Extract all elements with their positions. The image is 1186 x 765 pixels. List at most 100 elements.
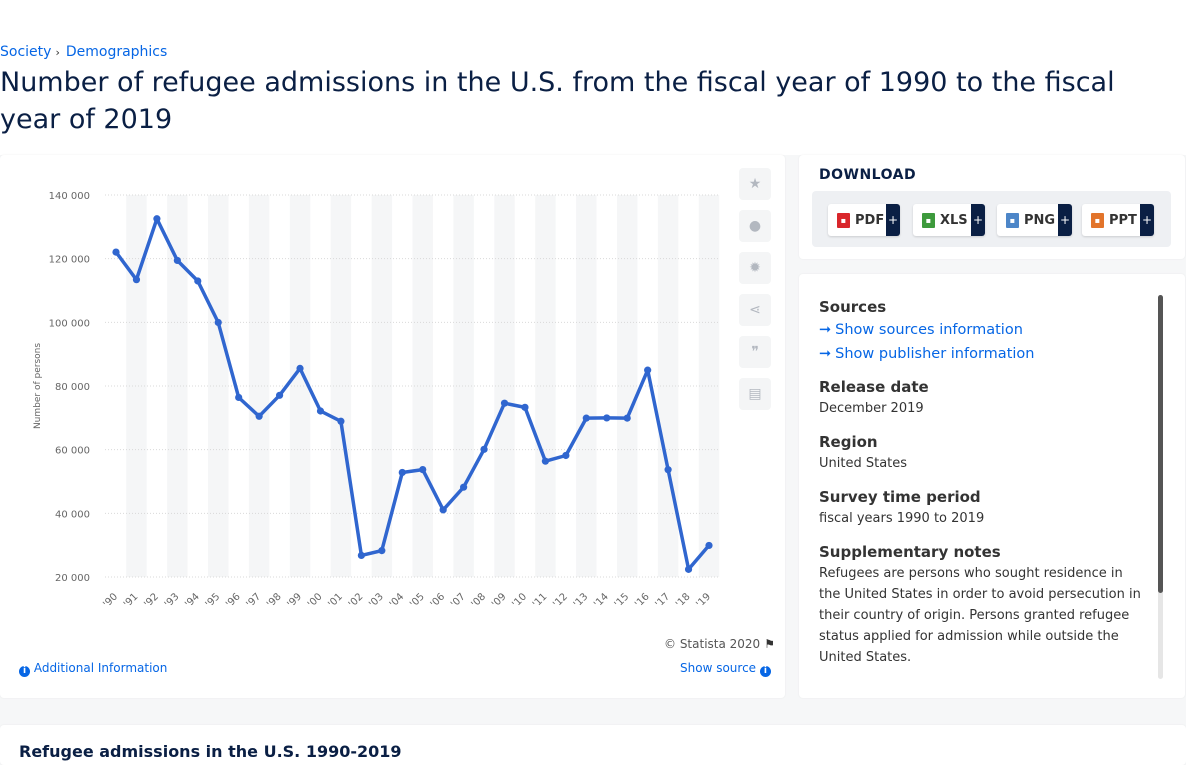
x-tick-label: '03 [367,591,386,610]
notes-value: Refugees are persons who sought residenc… [819,566,1141,665]
png-file-icon: ▪ [1006,212,1019,228]
notes-heading: Supplementary notes [819,543,1001,561]
download-xls-label: XLS [940,212,968,228]
info-icon: i [19,666,30,677]
show-source-label: Show source [680,661,757,675]
data-point [480,445,488,453]
scrollbar-thumb[interactable] [1158,295,1163,593]
breadcrumb-demographics[interactable]: Demographics [65,44,168,60]
column-band [330,195,352,577]
x-tick-label: '01 [326,591,345,610]
download-title: DOWNLOAD [819,167,917,183]
plus-icon[interactable]: + [1058,204,1072,236]
column-band [576,195,597,577]
show-sources-link[interactable]: ➞ Show sources information [819,318,1144,342]
info-card [799,274,1185,698]
plus-icon[interactable]: + [886,204,900,236]
download-xls-button[interactable]: ▪ XLS + [913,204,985,236]
page-title: Number of refugee admissions in the U.S.… [0,67,1115,135]
x-tick-label: '94 [183,591,202,610]
x-tick-label: '06 [429,591,448,610]
breadcrumb-society[interactable]: Society [0,44,52,60]
x-tick-label: '02 [347,591,366,610]
x-tick-label: '10 [510,591,529,610]
download-ppt-label: PPT [1109,212,1137,228]
y-tick-label: 20 000 [55,573,90,584]
x-tick-label: '91 [122,591,141,610]
column-band [453,195,474,577]
y-axis-label: Number of persons [33,343,43,429]
x-tick-label: '96 [224,591,243,610]
show-publisher-link[interactable]: ➞ Show publisher information [819,342,1144,366]
show-sources-label: Show sources information [835,322,1023,338]
info-body: Sources ➞ Show sources information ➞ Show … [819,296,1144,668]
data-point [521,403,529,411]
x-tick-label: '97 [245,591,264,610]
data-point [194,277,202,285]
data-point [500,399,509,407]
data-point [337,417,345,425]
show-publisher-label: Show publisher information [835,346,1035,362]
copyright: © Statista 2020 ⚑ [664,637,775,651]
data-point [623,414,631,422]
download-pdf-button[interactable]: ▪ PDF + [828,204,900,236]
column-band [126,195,147,577]
x-tick-label: '92 [142,591,161,610]
data-point [562,451,570,460]
plus-icon[interactable]: + [1140,204,1154,236]
additional-info-label: Additional Information [33,661,168,675]
xls-file-icon: ▪ [922,212,935,228]
download-png-button[interactable]: ▪ PNG + [997,204,1072,236]
data-point [378,547,386,555]
data-point [112,248,120,256]
download-card: DOWNLOAD ▪ PDF + ▪ XLS + ▪ PNG + ▪ PPT + [799,155,1185,259]
x-tick-label: '16 [633,591,652,610]
top-bar [0,0,1186,40]
data-point [173,256,181,265]
x-tick-label: '98 [265,591,284,610]
info-icon: i [759,666,771,677]
quote-icon[interactable]: ❞ [739,336,771,368]
x-tick-label: '08 [469,591,488,610]
x-tick-label: '07 [449,591,468,610]
download-ppt-button[interactable]: ▪ PPT + [1082,204,1154,236]
y-tick-label: 80 000 [55,382,90,393]
pdf-file-icon: ▪ [837,212,850,228]
region-value: United States [819,456,908,471]
x-tick-label: '93 [163,591,182,610]
page-header [0,40,1186,155]
data-point [214,318,222,327]
survey-value: fiscal years 1990 to 2019 [819,511,985,526]
additional-info-link[interactable]: i Additional Information [19,661,167,677]
settings-gear-icon[interactable]: ✹ [739,252,771,284]
download-pdf-label: PDF [855,212,885,228]
x-tick-label: '05 [408,591,427,610]
show-source-link[interactable]: Show source i [680,661,771,677]
x-tick-label: '90 [101,591,120,610]
copyright-text: © Statista 2020 [664,637,761,651]
x-tick-label: '09 [490,591,509,610]
data-point [296,364,304,373]
x-tick-label: '11 [531,591,550,610]
data-point [684,565,693,573]
data-point [603,414,611,422]
share-icon[interactable]: ⋖ [739,294,771,326]
print-icon[interactable]: ▤ [739,378,771,410]
region-heading: Region [819,433,878,451]
breadcrumb: Society › Demographics [0,44,167,60]
y-tick-label: 120 000 [49,255,90,266]
data-point [644,366,652,374]
data-point [439,506,447,514]
bottom-card: Refugee admissions in the U.S. 1990-2019 [0,725,1186,765]
notification-bell-icon[interactable]: ● [739,210,771,242]
x-tick-label: '18 [674,591,693,610]
plus-icon[interactable]: + [971,204,985,236]
favorite-star-icon[interactable]: ★ [739,168,771,200]
flag-icon[interactable]: ⚑ [764,637,775,651]
data-point [316,407,325,415]
release-heading: Release date [819,378,929,396]
data-point [419,466,427,474]
sources-heading: Sources [819,298,887,316]
y-tick-label: 40 000 [55,509,90,520]
y-tick-label: 100 000 [49,318,90,329]
